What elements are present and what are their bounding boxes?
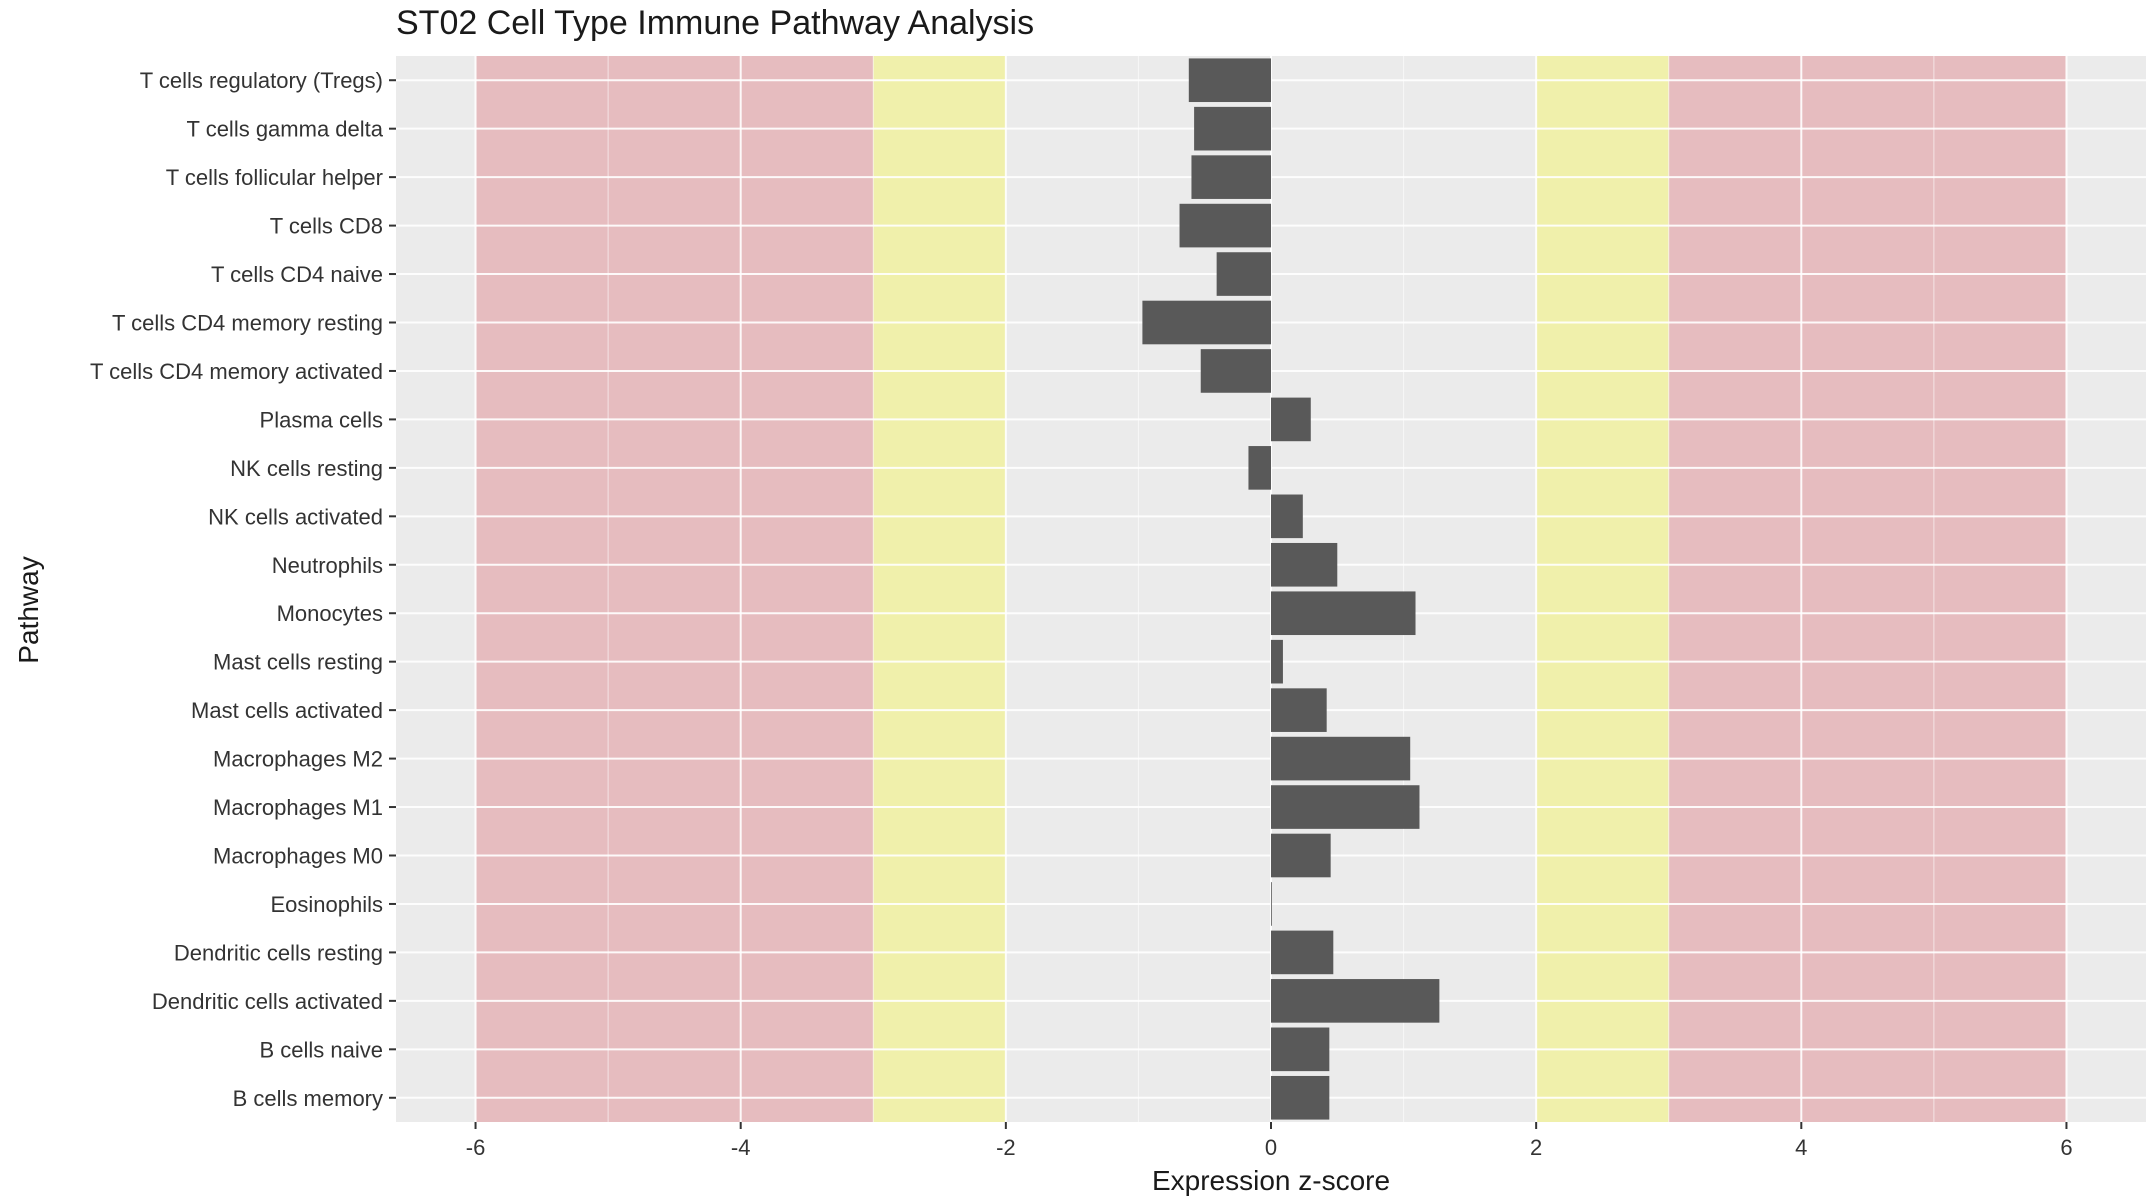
y-tick-label: Macrophages M1 bbox=[213, 795, 383, 820]
bar bbox=[1271, 591, 1416, 636]
bar bbox=[1271, 882, 1272, 926]
y-tick-label: Mast cells resting bbox=[213, 650, 383, 675]
bar bbox=[1248, 446, 1271, 490]
y-tick-label: Dendritic cells resting bbox=[174, 940, 383, 965]
bar bbox=[1142, 300, 1271, 345]
bar bbox=[1271, 494, 1303, 539]
x-tick-label: -2 bbox=[996, 1135, 1016, 1160]
y-tick-label: T cells gamma delta bbox=[187, 117, 384, 142]
y-tick-label: NK cells activated bbox=[208, 504, 383, 529]
y-tick-label: B cells memory bbox=[233, 1086, 383, 1111]
bar bbox=[1191, 155, 1271, 199]
bar bbox=[1271, 785, 1420, 829]
bar bbox=[1271, 1075, 1330, 1120]
y-tick-label: NK cells resting bbox=[230, 456, 383, 481]
bar bbox=[1188, 58, 1271, 103]
bar bbox=[1179, 203, 1271, 248]
x-axis-title: Expression z-score bbox=[1152, 1165, 1390, 1196]
y-axis: T cells regulatory (Tregs) T cells gamma … bbox=[90, 68, 396, 1111]
y-tick-label: Eosinophils bbox=[270, 892, 383, 917]
threshold-band bbox=[1536, 56, 1669, 1122]
y-tick-label: Macrophages M2 bbox=[213, 747, 383, 772]
y-tick-label: T cells CD8 bbox=[270, 214, 383, 239]
bar bbox=[1271, 639, 1283, 684]
bar bbox=[1271, 542, 1338, 587]
y-tick-label: Plasma cells bbox=[260, 407, 383, 432]
y-tick-label: Neutrophils bbox=[272, 553, 383, 578]
chart-title: ST02 Cell Type Immune Pathway Analysis bbox=[396, 4, 1034, 42]
y-tick-label: T cells follicular helper bbox=[166, 165, 383, 190]
x-tick-label: 2 bbox=[1530, 1135, 1542, 1160]
bar bbox=[1271, 688, 1327, 732]
bar bbox=[1271, 736, 1411, 781]
y-tick-label: Monocytes bbox=[277, 601, 383, 626]
y-tick-label: T cells CD4 memory activated bbox=[90, 359, 383, 384]
bars bbox=[1142, 58, 1440, 1120]
bar bbox=[1271, 1027, 1330, 1072]
bar bbox=[1194, 106, 1271, 151]
x-tick-label: -4 bbox=[731, 1135, 751, 1160]
y-tick-label: Dendritic cells activated bbox=[152, 989, 383, 1014]
threshold-band bbox=[873, 56, 1006, 1122]
y-tick-label: T cells CD4 memory resting bbox=[112, 311, 383, 336]
x-tick-label: -6 bbox=[466, 1135, 486, 1160]
bar bbox=[1271, 833, 1331, 878]
threshold-bands bbox=[475, 56, 2067, 1122]
x-axis: -6 -4 -2 0 2 4 6 bbox=[466, 1122, 2073, 1160]
threshold-band bbox=[1668, 56, 2067, 1122]
threshold-band bbox=[475, 56, 874, 1122]
bar bbox=[1271, 930, 1334, 975]
bar bbox=[1216, 252, 1271, 296]
x-tick-label: 0 bbox=[1265, 1135, 1277, 1160]
bar bbox=[1271, 979, 1440, 1023]
bar bbox=[1200, 349, 1271, 393]
y-tick-label: Mast cells activated bbox=[191, 698, 383, 723]
x-tick-label: 6 bbox=[2060, 1135, 2072, 1160]
bar bbox=[1271, 397, 1311, 442]
y-tick-label: T cells CD4 naive bbox=[211, 262, 383, 287]
y-tick-label: T cells regulatory (Tregs) bbox=[140, 68, 383, 93]
y-tick-label: B cells naive bbox=[259, 1037, 383, 1062]
y-axis-title: Pathway bbox=[13, 556, 44, 663]
x-tick-label: 4 bbox=[1795, 1135, 1807, 1160]
y-tick-label: Macrophages M0 bbox=[213, 844, 383, 869]
